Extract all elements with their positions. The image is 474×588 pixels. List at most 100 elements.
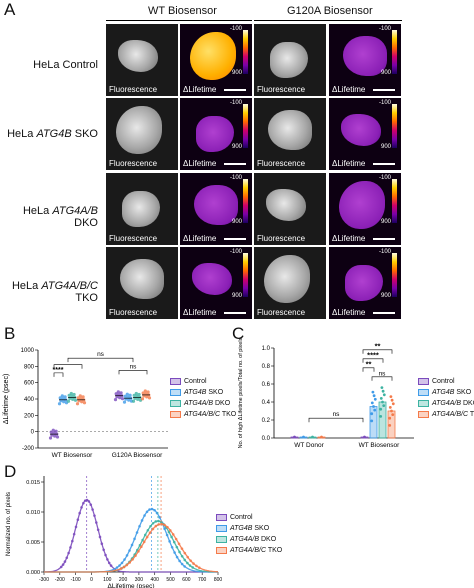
data-point <box>71 397 75 401</box>
fluorescence-image-sko-wt: Fluorescence <box>106 98 178 170</box>
y-tick-label: 1000 <box>21 348 35 354</box>
panel-d-legend-item: Control <box>216 512 282 523</box>
lifetime-caption: ΔLifetime <box>183 234 217 243</box>
legend-label: Control <box>432 378 455 385</box>
data-point <box>166 525 169 529</box>
scale-bar <box>373 89 395 91</box>
row-label-sko-pre: HeLa <box>7 128 37 140</box>
data-point <box>175 555 179 559</box>
data-point <box>80 400 84 404</box>
data-point <box>172 540 176 544</box>
lifetime-caption: ΔLifetime <box>332 234 366 243</box>
panel-c-letter: C <box>232 324 245 343</box>
data-point <box>61 563 65 566</box>
data-point <box>71 539 74 543</box>
colorbar-bottom-label: 900 <box>231 219 242 225</box>
data-point <box>391 413 395 416</box>
data-point <box>382 404 386 407</box>
significance-label: ** <box>375 341 381 350</box>
colorbar-bottom-label: 900 <box>380 70 391 76</box>
legend-swatch <box>170 389 181 396</box>
data-point <box>173 551 176 554</box>
legend-swatch <box>216 547 227 554</box>
column-group-g120a-line <box>254 20 402 21</box>
row-label-tko: HeLa ATG4A/B/C TKO <box>0 280 98 304</box>
panel-c-chart: 0.0 0.2 0.4 0.6 0.8 1.0 No. of high ΔLifetime … <box>238 338 414 449</box>
data-point <box>370 419 374 423</box>
data-point <box>145 535 149 539</box>
data-point <box>134 391 138 396</box>
fluorescence-image-control-g120a: Fluorescence <box>254 24 326 96</box>
data-point <box>122 400 127 404</box>
fluorescence-caption: Fluorescence <box>257 234 306 243</box>
data-point <box>163 523 166 527</box>
data-point <box>183 558 187 562</box>
data-point <box>119 567 123 570</box>
legend-swatch <box>216 525 227 532</box>
data-point <box>136 397 140 401</box>
column-group-g120a: G120A Biosensor <box>287 5 373 17</box>
data-point <box>122 565 126 569</box>
bar <box>378 401 387 439</box>
panel-c-legend: Control ATG4B SKO ATG4A/B DKO ATG4A/B/C TKO <box>418 376 474 420</box>
data-point <box>87 500 91 503</box>
row-label-dko-gene: ATG4A/B <box>52 205 98 217</box>
data-point <box>302 435 305 439</box>
data-point <box>82 501 85 505</box>
lifetime-caption: ΔLifetime <box>183 159 217 168</box>
data-point <box>69 546 72 549</box>
data-point <box>370 401 374 405</box>
legend-swatch <box>170 400 181 407</box>
legend-label: ATG4B SKO <box>184 389 224 396</box>
fluorescence-caption: Fluorescence <box>109 85 158 94</box>
x-tick-label: 500 <box>166 577 175 583</box>
legend-swatch <box>170 411 181 418</box>
row-label-sko-post: SKO <box>71 128 98 140</box>
colorbar-top-label: -100 <box>378 249 391 255</box>
significance-label: ns <box>379 370 387 377</box>
data-point <box>151 521 155 525</box>
data-point <box>157 523 161 526</box>
data-point <box>131 399 136 403</box>
x-tick-label: -100 <box>71 577 81 583</box>
cell-shape <box>192 263 232 295</box>
data-point <box>170 535 173 539</box>
data-point <box>113 398 118 402</box>
series-line <box>43 499 218 573</box>
colorbar <box>243 179 248 223</box>
fluorescence-image-dko-wt: Fluorescence <box>106 173 178 245</box>
data-point <box>389 395 393 398</box>
fluorescence-caption: Fluorescence <box>257 85 306 94</box>
cell-shape <box>120 259 164 299</box>
data-point <box>178 550 181 554</box>
lifetime-image-sko-g120a: ΔLifetime -100 900 <box>329 98 401 170</box>
x-category-label: WT Biosensor <box>52 452 94 459</box>
data-point <box>48 436 53 440</box>
data-point <box>146 528 150 532</box>
data-point <box>72 392 76 397</box>
data-point <box>153 508 156 512</box>
x-category-label: WT Biosensor <box>359 442 401 449</box>
data-point <box>183 551 187 555</box>
data-point <box>81 395 85 399</box>
legend-label: ATG4B SKO <box>230 525 270 532</box>
data-point <box>157 519 160 523</box>
panel-b-chart: -200 0 200 400 600 800 1000 ΔLifetime (psec) WT … <box>3 348 168 459</box>
lifetime-image-control-wt: ΔLifetime -100 900 <box>180 24 252 96</box>
data-point <box>73 398 78 402</box>
significance-bracket <box>53 364 83 369</box>
row-label-dko-post: DKO <box>74 217 98 229</box>
data-point <box>388 424 392 427</box>
data-point <box>67 551 70 555</box>
row-label-sko-gene: ATG4B <box>36 128 72 140</box>
colorbar-top-label: -100 <box>229 100 242 106</box>
legend-label: Control <box>230 514 253 521</box>
x-tick-label: -300 <box>39 577 49 583</box>
legend-swatch <box>216 536 227 543</box>
data-point <box>311 435 314 439</box>
data-point <box>379 407 383 411</box>
data-point <box>135 531 139 534</box>
data-point <box>189 559 192 562</box>
significance-label: ns <box>333 411 341 418</box>
y-tick-label: 0.000 <box>26 570 40 576</box>
